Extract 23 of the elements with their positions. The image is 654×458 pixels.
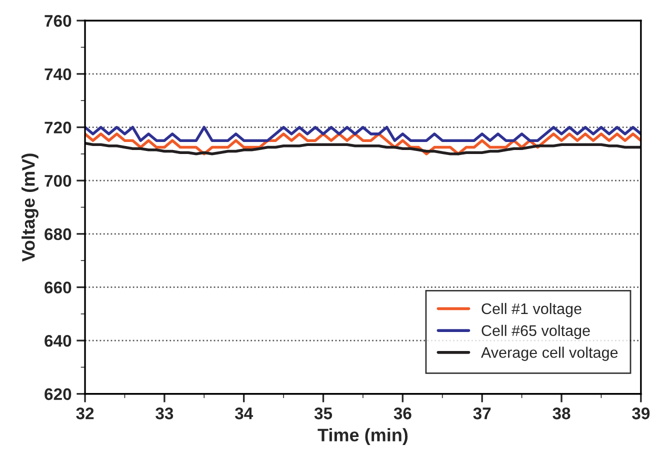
- legend-label: Cell #1 voltage: [482, 302, 582, 318]
- x-tick-label: 34: [234, 408, 254, 420]
- x-tick-label: 38: [552, 408, 570, 420]
- y-tick-label: 720: [44, 122, 72, 134]
- x-axis-title: Time (min): [318, 428, 408, 445]
- y-tick-label: 640: [44, 334, 72, 347]
- y-tick-label: 660: [44, 282, 72, 294]
- x-tick-label: 33: [156, 408, 174, 420]
- x-tick-label: 36: [394, 408, 412, 420]
- y-tick-label: 760: [44, 15, 72, 27]
- legend-label: Average cell voltage: [481, 346, 618, 361]
- y-axis-title: Voltage (mV): [22, 154, 38, 262]
- x-tick-label: 39: [632, 408, 650, 420]
- legend-label: Cell #65 voltage: [482, 324, 590, 340]
- x-tick-label: 32: [76, 408, 94, 420]
- line-series: [85, 132, 641, 156]
- line-series: [85, 142, 641, 156]
- x-tick-label: 35: [314, 408, 332, 420]
- x-tick-label: 37: [473, 408, 491, 420]
- y-tick-label: 700: [44, 174, 72, 187]
- y-tick-label: 740: [44, 68, 72, 80]
- y-tick-label: 620: [44, 388, 72, 400]
- y-tick-label: 680: [44, 228, 72, 240]
